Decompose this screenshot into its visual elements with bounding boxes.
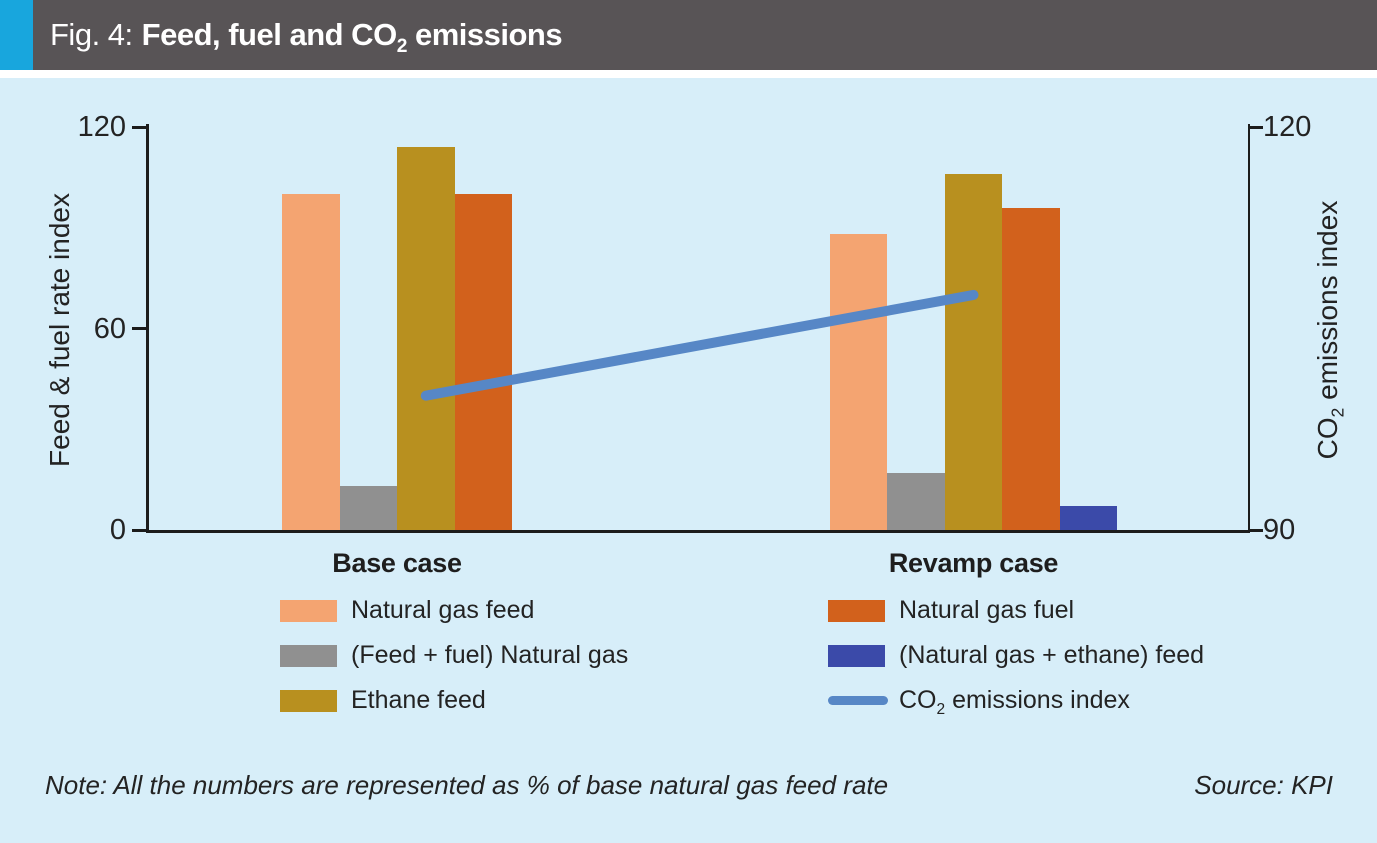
bar-base-case-natural-gas-fuel [454, 194, 512, 530]
legend-label-feed-plus-fuel-natural-gas: (Feed + fuel) Natural gas [351, 641, 629, 669]
legend-swatch-ethane-feed [280, 689, 337, 712]
right-y-axis-line [1247, 124, 1250, 530]
figure-title-bar: Fig. 4: Feed, fuel and CO2 emissions [33, 0, 1377, 70]
note-text: Note: All the numbers are represented as… [45, 770, 889, 800]
legend-item-ethane-feed: Ethane feed [280, 678, 628, 723]
legend-line-swatch-co2-emissions-index [828, 696, 888, 705]
legend-item-natural-gas-feed: Natural gas feed [280, 588, 628, 633]
legend-label-natural-gas-plus-ethane-feed: (Natural gas + ethane) feed [899, 641, 1205, 669]
left-y-axis-line [146, 124, 149, 530]
right-axis-tick-120 [1250, 125, 1263, 129]
bar-revamp-case-feed-fuel-natural-gas [887, 472, 945, 530]
legend-swatch-feed-plus-fuel-natural-gas [280, 644, 337, 667]
right-axis-tick-label-120: 120 [1263, 111, 1312, 143]
x-label-revamp-case: Revamp case [888, 548, 1059, 578]
legend-label-co2-emissions-index: CO2 emissions index [899, 686, 1130, 718]
title-co2-subscript: 2 [396, 36, 408, 58]
accent-block [0, 0, 33, 70]
source-text: Source: KPI [1194, 770, 1333, 800]
legend-co2-subscript: 2 [936, 701, 946, 718]
left-axis-tick-label-0: 0 [109, 514, 126, 546]
legend-label-ethane-feed: Ethane feed [351, 686, 486, 714]
legend-item-co2-emissions-index: CO2 emissions index [828, 678, 1204, 723]
legend-label-natural-gas-feed: Natural gas feed [351, 596, 535, 624]
figure-title: Feed, fuel and CO2 emissions [141, 17, 563, 58]
bar-base-case-feed-fuel-natural-gas [339, 486, 397, 530]
legend-swatch-natural-gas-plus-ethane-feed [828, 644, 885, 667]
left-axis-tick-60 [132, 327, 146, 330]
bar-revamp-case-natural-gas-ethane-feed [1059, 506, 1118, 530]
legend-label-natural-gas-fuel: Natural gas fuel [899, 596, 1075, 624]
bar-base-case-ethane-feed [397, 147, 455, 530]
right-axis-co2-subscript: 2 [1327, 407, 1348, 418]
bar-base-case-natural-gas-feed [282, 194, 340, 530]
bar-revamp-case-natural-gas-fuel [1002, 207, 1060, 530]
legend-swatch-natural-gas-feed [280, 599, 337, 622]
right-axis-title: CO2 emissions index [1312, 200, 1348, 460]
legend-column-1: Natural gas feed (Feed + fuel) Natural g… [280, 588, 628, 723]
left-axis-tick-0 [132, 528, 146, 532]
bar-revamp-case-natural-gas-feed [829, 234, 888, 530]
figure-label: Fig. 4: [50, 17, 133, 52]
left-axis-tick-label-120: 120 [77, 111, 126, 143]
legend-swatch-natural-gas-fuel [828, 599, 885, 622]
legend-item-feed-plus-fuel-natural-gas: (Feed + fuel) Natural gas [280, 633, 628, 678]
bar-revamp-case-ethane-feed [944, 174, 1003, 530]
chart-panel-background [0, 78, 1377, 843]
legend-item-natural-gas-fuel: Natural gas fuel [828, 588, 1204, 633]
x-axis-line [146, 529, 1250, 533]
x-label-base-case: Base case [332, 548, 462, 578]
legend-column-2: Natural gas fuel (Natural gas + ethane) … [828, 588, 1204, 723]
left-axis-tick-120 [132, 125, 146, 129]
right-axis-tick-label-90: 90 [1263, 514, 1296, 546]
legend-item-natural-gas-plus-ethane-feed: (Natural gas + ethane) feed [828, 633, 1204, 678]
left-axis-tick-label-60: 60 [93, 312, 126, 345]
right-axis-tick-90 [1250, 528, 1263, 532]
